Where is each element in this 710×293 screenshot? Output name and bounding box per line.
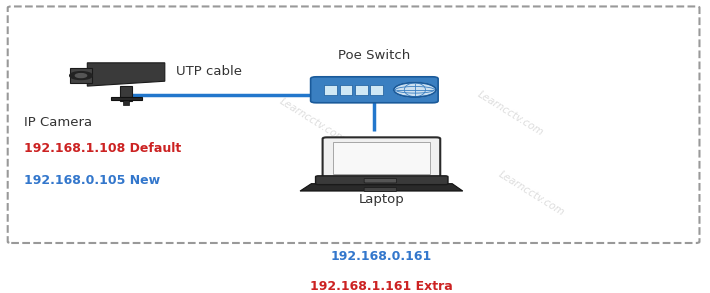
FancyBboxPatch shape xyxy=(333,142,430,174)
FancyBboxPatch shape xyxy=(315,176,448,185)
FancyBboxPatch shape xyxy=(371,85,383,95)
Polygon shape xyxy=(87,63,165,86)
Text: 192.168.1.161 Extra: 192.168.1.161 Extra xyxy=(310,280,453,293)
FancyBboxPatch shape xyxy=(310,77,438,103)
Text: Learncctv.com: Learncctv.com xyxy=(475,89,545,137)
Text: Learncctv.com: Learncctv.com xyxy=(278,96,347,145)
FancyBboxPatch shape xyxy=(322,137,440,178)
Circle shape xyxy=(75,74,87,78)
Polygon shape xyxy=(121,86,131,101)
FancyBboxPatch shape xyxy=(339,85,352,95)
Text: Laptop: Laptop xyxy=(359,193,404,207)
Text: Poe Switch: Poe Switch xyxy=(338,49,410,62)
Circle shape xyxy=(70,72,92,79)
Circle shape xyxy=(394,82,436,97)
FancyBboxPatch shape xyxy=(324,85,337,95)
Text: Learncctv.com: Learncctv.com xyxy=(496,170,566,218)
Text: 192.168.1.108 Default: 192.168.1.108 Default xyxy=(24,142,181,156)
Text: 192.168.0.105 New: 192.168.0.105 New xyxy=(24,174,160,187)
FancyBboxPatch shape xyxy=(355,85,368,95)
Polygon shape xyxy=(124,100,129,105)
Polygon shape xyxy=(300,184,463,191)
Polygon shape xyxy=(111,97,141,100)
FancyBboxPatch shape xyxy=(364,178,397,183)
Text: IP Camera: IP Camera xyxy=(24,115,92,129)
FancyBboxPatch shape xyxy=(70,69,92,83)
Text: UTP cable: UTP cable xyxy=(176,64,242,78)
FancyBboxPatch shape xyxy=(364,188,397,192)
Text: 192.168.0.161: 192.168.0.161 xyxy=(331,250,432,263)
